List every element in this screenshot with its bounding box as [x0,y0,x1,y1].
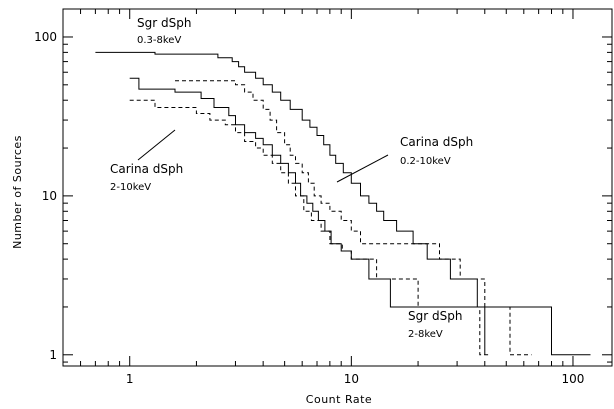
y-tick-label: 1 [49,348,57,362]
y-axis-title: Number of Sources [11,135,24,249]
plot-frame [62,8,613,367]
x-tick-label: 100 [562,372,585,386]
series-lines [95,51,591,356]
axis-ticks: 1 10 100 1 10 100 [34,9,612,386]
annotation-sgr-hard-band: 2-8keV [408,329,443,340]
x-tick-label: 10 [344,372,359,386]
annotation-carina-hard-band: 2-10keV [110,182,151,193]
annotation-carina-hard-title: Carina dSph [110,162,183,176]
annotation-sgr-hard-title: Sgr dSph [408,309,462,323]
series-line-4 [129,99,490,356]
annotation-carina-broad-title: Carina dSph [400,135,473,149]
x-tick-label: 1 [126,372,134,386]
series-line-2 [175,80,532,356]
series-line-1 [95,51,591,356]
annotation-carina-hard-pointer [137,129,176,161]
plot-border [62,8,613,367]
annotation-carina-broad-band: 0.2-10keV [400,156,451,167]
annotation-sgr-broad-band: 0.3-8keV [137,35,181,46]
annotation-carina-broad-pointer [336,154,389,183]
y-tick-label: 10 [42,189,57,203]
annotations: Sgr dSph 0.3-8keV Carina dSph 0.2-10keV … [110,16,473,340]
y-tick-label: 100 [34,30,57,44]
annotation-sgr-broad-title: Sgr dSph [137,16,191,30]
x-axis-title: Count Rate [306,393,372,406]
